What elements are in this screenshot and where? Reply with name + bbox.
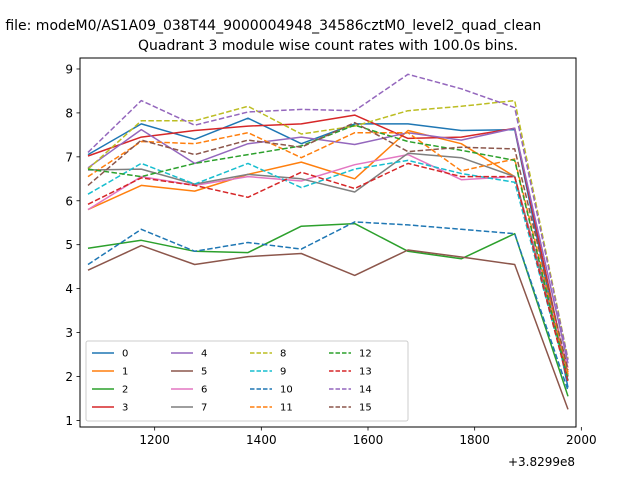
series-7-line bbox=[87, 152, 569, 377]
series-1-line bbox=[87, 129, 569, 373]
legend-label-4: 4 bbox=[201, 349, 207, 360]
series-0-line bbox=[87, 117, 569, 388]
legend-label-0: 0 bbox=[122, 349, 128, 360]
series-15-line bbox=[87, 121, 569, 371]
x-tick-label: 1400 bbox=[246, 433, 277, 447]
legend-label-13: 13 bbox=[359, 367, 372, 378]
legend-box bbox=[85, 340, 409, 422]
legend-label-15: 15 bbox=[359, 403, 372, 414]
y-tick-label: 7 bbox=[65, 150, 73, 164]
series-8-line bbox=[87, 99, 569, 360]
x-tick-label: 1800 bbox=[459, 433, 490, 447]
legend-label-7: 7 bbox=[201, 403, 207, 414]
y-axis: 1 2 3 4 5 6 7 8 9 bbox=[65, 62, 80, 428]
legend-label-10: 10 bbox=[280, 385, 293, 396]
legend-label-9: 9 bbox=[280, 367, 286, 378]
series-13-line bbox=[87, 162, 569, 382]
series-2-line bbox=[87, 222, 569, 397]
legend-label-2: 2 bbox=[122, 385, 128, 396]
series-5-line bbox=[87, 244, 569, 410]
legend-label-12: 12 bbox=[359, 349, 372, 360]
series-4-line bbox=[87, 127, 569, 364]
y-tick-label: 9 bbox=[65, 62, 73, 76]
x-axis: 1200 1400 1600 1800 2000 bbox=[139, 427, 597, 447]
y-tick-label: 5 bbox=[65, 238, 73, 252]
y-tick-label: 1 bbox=[65, 414, 73, 428]
series-11-line bbox=[87, 131, 569, 375]
x-tick-label: 1200 bbox=[139, 433, 170, 447]
y-tick-label: 4 bbox=[65, 282, 73, 296]
y-tick-label: 6 bbox=[65, 194, 73, 208]
legend-label-14: 14 bbox=[359, 385, 372, 396]
y-tick-label: 8 bbox=[65, 106, 73, 120]
series-9-line bbox=[87, 159, 569, 381]
x-offset-label: +3.8299e8 bbox=[508, 455, 575, 469]
legend-label-6: 6 bbox=[201, 385, 207, 396]
legend-label-1: 1 bbox=[122, 367, 128, 378]
chart-suptitle: n file: modeM0/AS1A09_038T44_9000004948_… bbox=[0, 18, 541, 34]
series-14-line bbox=[87, 73, 569, 360]
series-10-line bbox=[87, 221, 569, 391]
legend-label-3: 3 bbox=[122, 403, 128, 414]
series-3-line bbox=[87, 114, 569, 377]
x-tick-label: 2000 bbox=[566, 433, 597, 447]
legend-label-11: 11 bbox=[280, 403, 293, 414]
legend-label-8: 8 bbox=[280, 349, 286, 360]
chart-title: Quadrant 3 module wise count rates with … bbox=[138, 38, 518, 54]
x-tick-label: 1600 bbox=[353, 433, 384, 447]
plot-area bbox=[87, 73, 569, 410]
y-tick-label: 2 bbox=[65, 370, 73, 384]
y-tick-label: 3 bbox=[65, 326, 73, 340]
legend-label-5: 5 bbox=[201, 367, 207, 378]
axes-frame bbox=[79, 57, 577, 428]
